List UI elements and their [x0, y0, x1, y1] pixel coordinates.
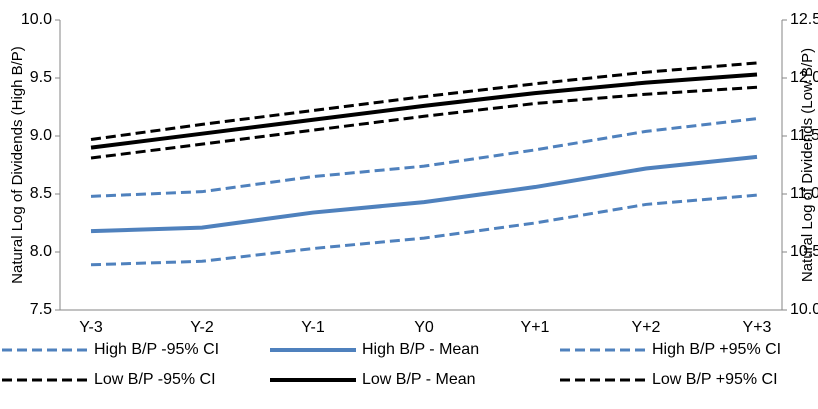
series-line: [90, 193, 758, 267]
x-tick-label: Y+3: [743, 319, 772, 336]
y-tick-label: 10.0: [21, 11, 52, 28]
series-line: [90, 85, 758, 160]
y2-tick-label: 10.0: [790, 301, 818, 318]
x-tick-label: Y-1: [301, 319, 325, 336]
y2-tick-label: 12.0: [790, 69, 818, 86]
y-tick-label: 8.0: [30, 243, 52, 260]
y-tick-label: 7.5: [30, 301, 52, 318]
y-tick-label: 9.5: [30, 69, 52, 86]
x-tick-label: Y-3: [79, 319, 103, 336]
x-tick-label: Y-2: [190, 319, 214, 336]
legend-label: High B/P - Mean: [362, 341, 479, 358]
legend-label: Low B/P - Mean: [362, 371, 476, 388]
y2-tick-label: 12.5: [790, 11, 818, 28]
legend-label: Low B/P +95% CI: [652, 371, 778, 388]
series-line: [90, 117, 758, 198]
y-tick-label: 8.5: [30, 185, 52, 202]
legend-label: Low B/P -95% CI: [94, 371, 216, 388]
series-line: [90, 72, 758, 150]
y2-tick-label: 10.5: [790, 243, 818, 260]
y-axis-title: Natural Log of Dividends (High B/P): [9, 46, 26, 284]
series-line: [90, 154, 758, 234]
legend-label: High B/P -95% CI: [94, 341, 219, 358]
x-tick-label: Y0: [414, 319, 434, 336]
x-tick-label: Y+2: [632, 319, 661, 336]
y2-axis-title: Natural Log of Dividends (Low B/P): [799, 48, 816, 282]
y2-tick-label: 11.5: [790, 127, 818, 144]
x-tick-label: Y+1: [521, 319, 550, 336]
y-tick-label: 9.0: [30, 127, 52, 144]
legend-label: High B/P +95% CI: [652, 341, 781, 358]
y2-tick-label: 11.0: [790, 185, 818, 202]
series-line: [90, 61, 758, 141]
